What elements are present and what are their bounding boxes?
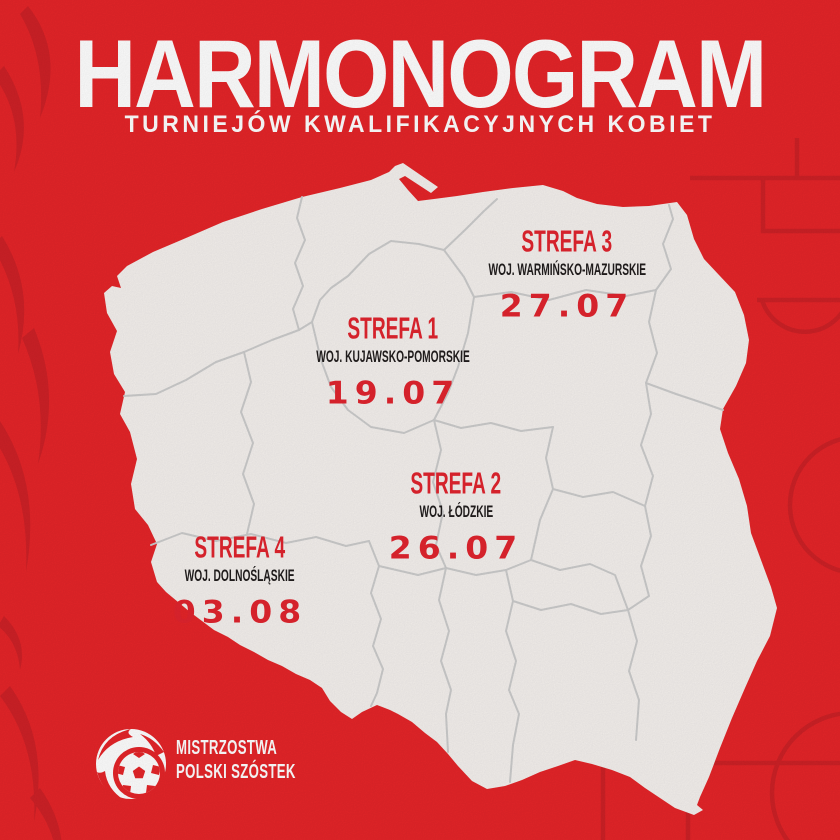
page-title: HARMONOGRAM — [74, 19, 768, 128]
zone-region: WOJ. DOLNOŚLĄSKIE — [185, 566, 295, 585]
pitch-lines-top-right — [690, 138, 840, 573]
zone-name: STREFA 4 — [194, 531, 286, 565]
soccer-ball-swirl-icon — [96, 729, 166, 800]
zone-region: WOJ. ŁÓDZKIE — [419, 502, 493, 521]
zone-date: 26.07 — [388, 528, 524, 567]
zone-name: STREFA 2 — [410, 467, 502, 501]
zone-date: 03.08 — [172, 592, 308, 631]
zone-label-strefa-2: STREFA 2 WOJ. ŁÓDZKIE 26.07 — [336, 467, 576, 567]
page-subtitle: TURNIEJÓW KWALIFIKACYJNYCH KOBIET — [124, 110, 716, 138]
zone-name: STREFA 3 — [521, 225, 613, 259]
logo-text: MISTRZOSTWA POLSKI SZÓSTEK — [176, 737, 296, 783]
organization-logo: MISTRZOSTWA POLSKI SZÓSTEK — [94, 726, 394, 806]
zone-label-strefa-4: STREFA 4 WOJ. DOLNOŚLĄSKIE 03.08 — [110, 531, 370, 631]
zone-label-strefa-1: STREFA 1 WOJ. KUJAWSKO-POMORSKIE 19.07 — [253, 312, 533, 412]
zone-name: STREFA 1 — [347, 312, 439, 346]
zone-label-strefa-3: STREFA 3 WOJ. WARMIŃSKO-MAZURSKIE 27.07 — [427, 225, 707, 322]
pitch-lines-bottom-right — [596, 711, 840, 840]
zone-date: 19.07 — [325, 373, 461, 412]
zone-region: WOJ. KUJAWSKO-POMORSKIE — [316, 347, 470, 366]
zone-region: WOJ. WARMIŃSKO-MAZURSKIE — [488, 260, 646, 279]
